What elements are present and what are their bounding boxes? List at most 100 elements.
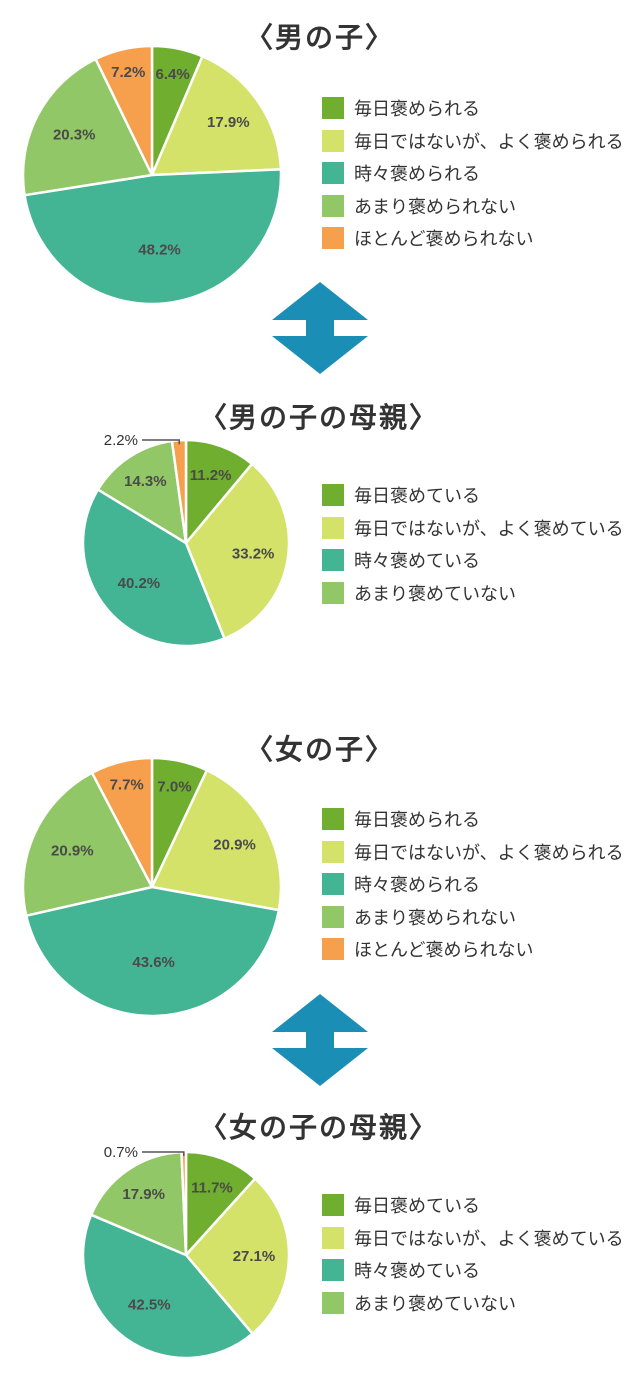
pie-slice-rarely (21, 771, 154, 917)
legend-swatch (322, 1226, 344, 1249)
legend-label: 毎日褒めている (354, 1196, 480, 1218)
legend-swatch (322, 162, 344, 185)
legend-label: 時々褒められる (354, 875, 480, 897)
legend-swatch (322, 873, 344, 896)
slice-label-sometimes: 43.6% (132, 954, 175, 971)
slice-label-sometimes: 42.5% (128, 1297, 171, 1314)
legend-item-sometimes: 時々褒めている (322, 1254, 624, 1287)
legend-swatch (322, 484, 344, 507)
legend-label: あまり褒められない (354, 907, 516, 929)
double-arrow-shape (272, 282, 368, 374)
legend-swatch (322, 1259, 344, 1282)
legend-swatch (322, 129, 344, 152)
pie-slice-often (184, 462, 291, 640)
legend-label: あまり褒められない (354, 196, 516, 218)
pie-slice-often (184, 1177, 291, 1335)
legend-item-daily: 毎日褒めている (322, 479, 624, 512)
legend-label: 毎日褒められる (354, 99, 480, 121)
pie-slice-daily (184, 1150, 257, 1257)
pie-slice-rarely (89, 1150, 188, 1257)
legend-item-often: 毎日ではないが、よく褒められる (322, 836, 624, 869)
legend-item-sometimes: 時々褒められる (322, 868, 624, 901)
legend-label: 毎日褒められる (354, 810, 480, 832)
legend-swatch (322, 194, 344, 217)
legend-swatch (322, 1194, 344, 1217)
legend-label: 毎日ではないが、よく褒められる (354, 131, 624, 153)
leader-line (142, 1151, 185, 1157)
pie-slice-rarely (96, 439, 188, 545)
slice-label-rarely: 17.9% (122, 1186, 165, 1203)
pie-slice-rarely (21, 57, 154, 197)
slice-label-never: 2.2% (104, 432, 138, 449)
legend-label: ほとんど褒められない (354, 940, 534, 962)
slice-label-never: 7.2% (111, 64, 145, 81)
pie-slice-sometimes (24, 885, 281, 1018)
legend-item-often: 毎日ではないが、よく褒めている (322, 1222, 624, 1255)
pie-slice-sometimes (81, 488, 226, 648)
legend-swatch (322, 581, 344, 604)
legend-label: あまり褒めていない (354, 583, 516, 605)
slice-label-often: 27.1% (233, 1248, 276, 1265)
legend-item-rarely: あまり褒められない (322, 190, 624, 223)
slice-label-often: 33.2% (232, 546, 275, 563)
legend-item-rarely: あまり褒めていない (322, 577, 624, 610)
legend-item-daily: 毎日褒められる (322, 92, 624, 125)
pie-slice-often (150, 769, 283, 912)
pie-chart-boys-mothers: 11.2% 33.2% 40.2% 14.3% 2.2% (81, 432, 291, 648)
legend-swatch (322, 938, 344, 961)
legend-swatch (322, 1291, 344, 1314)
legend-label: 毎日ではないが、よく褒めている (354, 518, 624, 540)
double-arrow-icon (272, 994, 368, 1086)
chart-title-boys-mothers: 〈男の子の母親〉 (199, 401, 440, 434)
legend-girls-mothers: 毎日褒めている 毎日ではないが、よく褒めている 時々褒めている あまり褒めていな… (322, 1189, 624, 1319)
leader-line (142, 439, 180, 445)
slice-label-daily: 11.2% (190, 467, 232, 484)
pie-slice-sometimes (23, 168, 283, 306)
pie-chart-boys: 6.4% 17.9% 48.2% 20.3% 7.2% (21, 44, 283, 306)
legend-item-rarely: あまり褒めていない (322, 1287, 624, 1320)
chart-title-boys: 〈男の子〉 (245, 21, 396, 54)
legend-label: 時々褒めている (354, 551, 480, 573)
legend-girls: 毎日褒められる 毎日ではないが、よく褒められる 時々褒められる あまり褒められな… (322, 803, 624, 966)
legend-item-never: ほとんど褒められない (322, 933, 624, 966)
legend-label: あまり褒めていない (354, 1293, 516, 1315)
chart-title-girls: 〈女の子〉 (245, 733, 396, 766)
slice-label-daily: 7.0% (157, 778, 191, 795)
pie-chart-girls-mothers: 11.7% 27.1% 42.5% 17.9% 0.7% (81, 1144, 291, 1360)
legend-item-sometimes: 時々褒められる (322, 157, 624, 190)
slice-label-sometimes: 40.2% (118, 575, 161, 592)
pie-slice-never (90, 756, 154, 889)
pie-chart-girls: 7.0% 20.9% 43.6% 20.9% 7.7% (21, 756, 283, 1018)
legend-swatch (322, 840, 344, 863)
double-arrow-shape (272, 994, 368, 1086)
legend-item-sometimes: 時々褒めている (322, 544, 624, 577)
slice-label-often: 17.9% (207, 114, 250, 131)
legend-swatch (322, 905, 344, 928)
legend-item-daily: 毎日褒めている (322, 1189, 624, 1222)
slice-label-rarely: 20.9% (51, 842, 94, 859)
slice-label-daily: 11.7% (191, 1180, 233, 1197)
legend-item-often: 毎日ではないが、よく褒めている (322, 512, 624, 545)
legend-swatch (322, 227, 344, 250)
slice-label-never: 0.7% (104, 1144, 138, 1161)
legend-swatch (322, 549, 344, 572)
legend-label: 毎日ではないが、よく褒めている (354, 1228, 624, 1250)
legend-label: 時々褒められる (354, 164, 480, 186)
legend-item-daily: 毎日褒められる (322, 803, 624, 836)
chart-title-girls-mothers: 〈女の子の母親〉 (199, 1111, 440, 1144)
legend-item-never: ほとんど褒められない (322, 222, 624, 255)
legend-swatch (322, 97, 344, 120)
slice-label-rarely: 20.3% (53, 126, 96, 143)
legend-item-rarely: あまり褒められない (322, 901, 624, 934)
legend-swatch (322, 516, 344, 539)
legend-label: 時々褒めている (354, 1261, 480, 1283)
slice-label-never: 7.7% (110, 776, 144, 793)
pie-slice-daily (184, 438, 254, 545)
slice-label-rarely: 14.3% (124, 473, 167, 490)
legend-label: ほとんど褒められない (354, 229, 534, 251)
pie-slice-sometimes (81, 1213, 254, 1360)
legend-label: 毎日ではないが、よく褒められる (354, 842, 624, 864)
legend-swatch (322, 808, 344, 831)
legend-item-often: 毎日ではないが、よく褒められる (322, 125, 624, 158)
double-arrow-icon (272, 282, 368, 374)
